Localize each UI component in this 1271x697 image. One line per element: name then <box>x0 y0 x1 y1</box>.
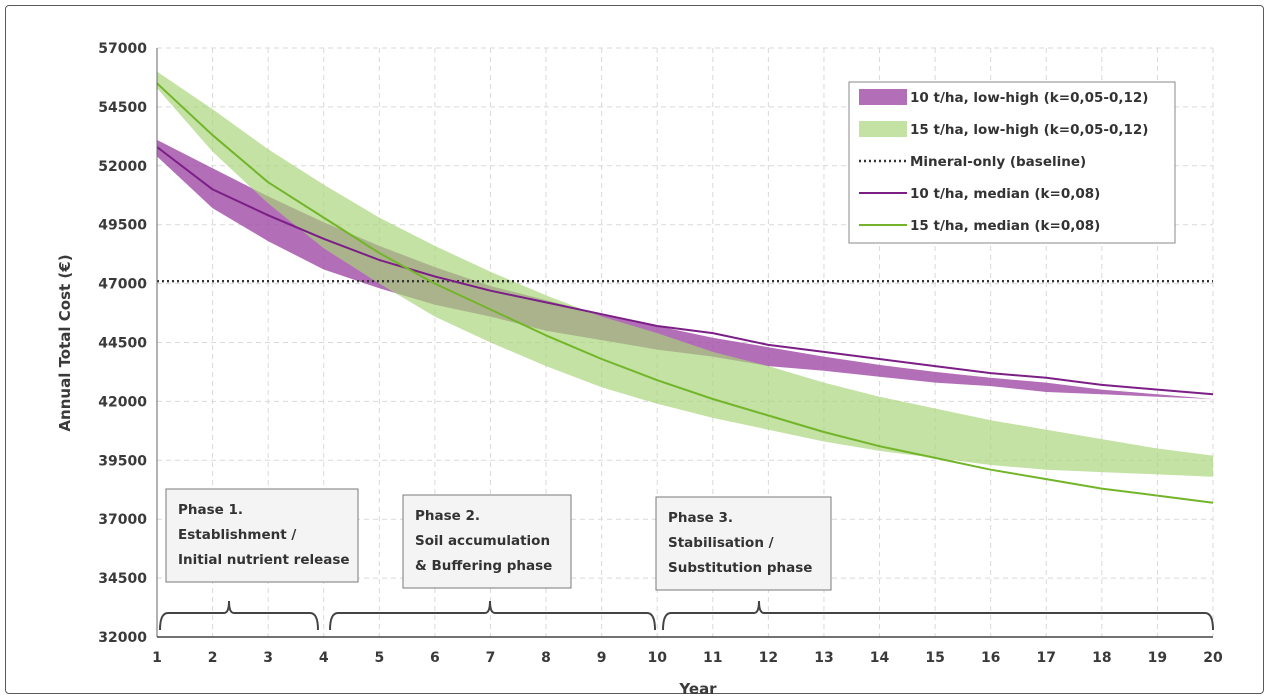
x-tick-label: 18 <box>1092 650 1111 666</box>
y-tick-label: 34500 <box>98 571 147 587</box>
x-tick-label: 16 <box>981 650 1000 666</box>
x-tick-label: 15 <box>925 650 944 666</box>
x-tick-label: 8 <box>541 650 551 666</box>
x-tick-label: 20 <box>1203 650 1223 666</box>
median-line-10tha <box>156 146 1214 396</box>
phase-label-line: Phase 1. <box>178 502 243 518</box>
x-tick-label: 14 <box>870 650 890 666</box>
phase-brace-3 <box>662 600 1214 631</box>
x-tick-label: 5 <box>374 650 384 666</box>
legend-swatch-band <box>859 121 907 137</box>
y-axis-label: Annual Total Cost (€) <box>56 254 74 431</box>
legend-swatch-band <box>859 89 907 105</box>
legend: 10 t/ha, low-high (k=0,05-0,12) 15 t/ha, … <box>848 81 1176 244</box>
phase-annotations: Phase 1. Establishment / Initial nutrient … <box>159 488 1214 631</box>
y-tick-label: 47000 <box>98 277 147 293</box>
x-tick-label: 2 <box>208 650 218 666</box>
legend-box <box>848 81 1176 244</box>
x-tick-label: 7 <box>486 650 496 666</box>
axes: 32000 34500 37000 39500 42000 44500 47000 49500… <box>56 41 1223 697</box>
x-tick-label: 12 <box>759 650 778 666</box>
y-tick-label: 44500 <box>98 336 147 352</box>
phase-label-line: Establishment / <box>178 527 296 543</box>
x-tick-label: 9 <box>597 650 607 666</box>
phase-brace-1 <box>159 600 319 631</box>
phase-label-line: Soil accumulation <box>415 533 550 549</box>
bands <box>157 71 1213 477</box>
legend-label: 10 t/ha, low-high (k=0,05-0,12) <box>910 90 1148 106</box>
x-tick-label: 1 <box>152 650 162 666</box>
legend-label: 15 t/ha, low-high (k=0,05-0,12) <box>910 122 1148 138</box>
series-lines <box>156 82 1214 504</box>
y-tick-label: 42000 <box>98 394 147 410</box>
phase-label-line: Substitution phase <box>668 560 812 576</box>
phase-box-3 <box>655 496 832 591</box>
y-tick-label: 32000 <box>98 630 147 646</box>
legend-label: 15 t/ha, median (k=0,08) <box>910 218 1100 234</box>
phase-box-2 <box>402 494 572 589</box>
x-tick-label: 4 <box>319 650 329 666</box>
y-tick-label: 57000 <box>98 41 147 57</box>
legend-label: 10 t/ha, median (k=0,08) <box>910 186 1100 202</box>
x-tick-label: 10 <box>647 650 667 666</box>
y-tick-label: 54500 <box>98 100 147 116</box>
phase-label-line: Stabilisation / <box>668 535 774 551</box>
band-15tha <box>157 71 1213 477</box>
y-tick-label: 49500 <box>98 218 147 234</box>
median-line-15tha <box>156 82 1214 504</box>
phase-label-line: Initial nutrient release <box>178 552 350 568</box>
x-axis-label: Year <box>678 680 717 697</box>
x-tick-label: 3 <box>263 650 273 666</box>
x-tick-label: 6 <box>430 650 440 666</box>
x-tick-label: 17 <box>1037 650 1056 666</box>
phase-label-line: Phase 3. <box>668 510 733 526</box>
legend-label: Mineral-only (baseline) <box>910 154 1086 170</box>
phase-label-line: & Buffering phase <box>415 558 552 574</box>
x-tick-label: 19 <box>1148 650 1167 666</box>
phase-label-line: Phase 2. <box>415 508 480 524</box>
y-tick-label: 52000 <box>98 159 147 175</box>
y-tick-label: 37000 <box>98 512 147 528</box>
phase-brace-2 <box>329 600 656 631</box>
y-tick-label: 39500 <box>98 453 147 469</box>
x-tick-label: 11 <box>703 650 722 666</box>
phase-box-1 <box>165 488 359 583</box>
x-tick-label: 13 <box>814 650 833 666</box>
